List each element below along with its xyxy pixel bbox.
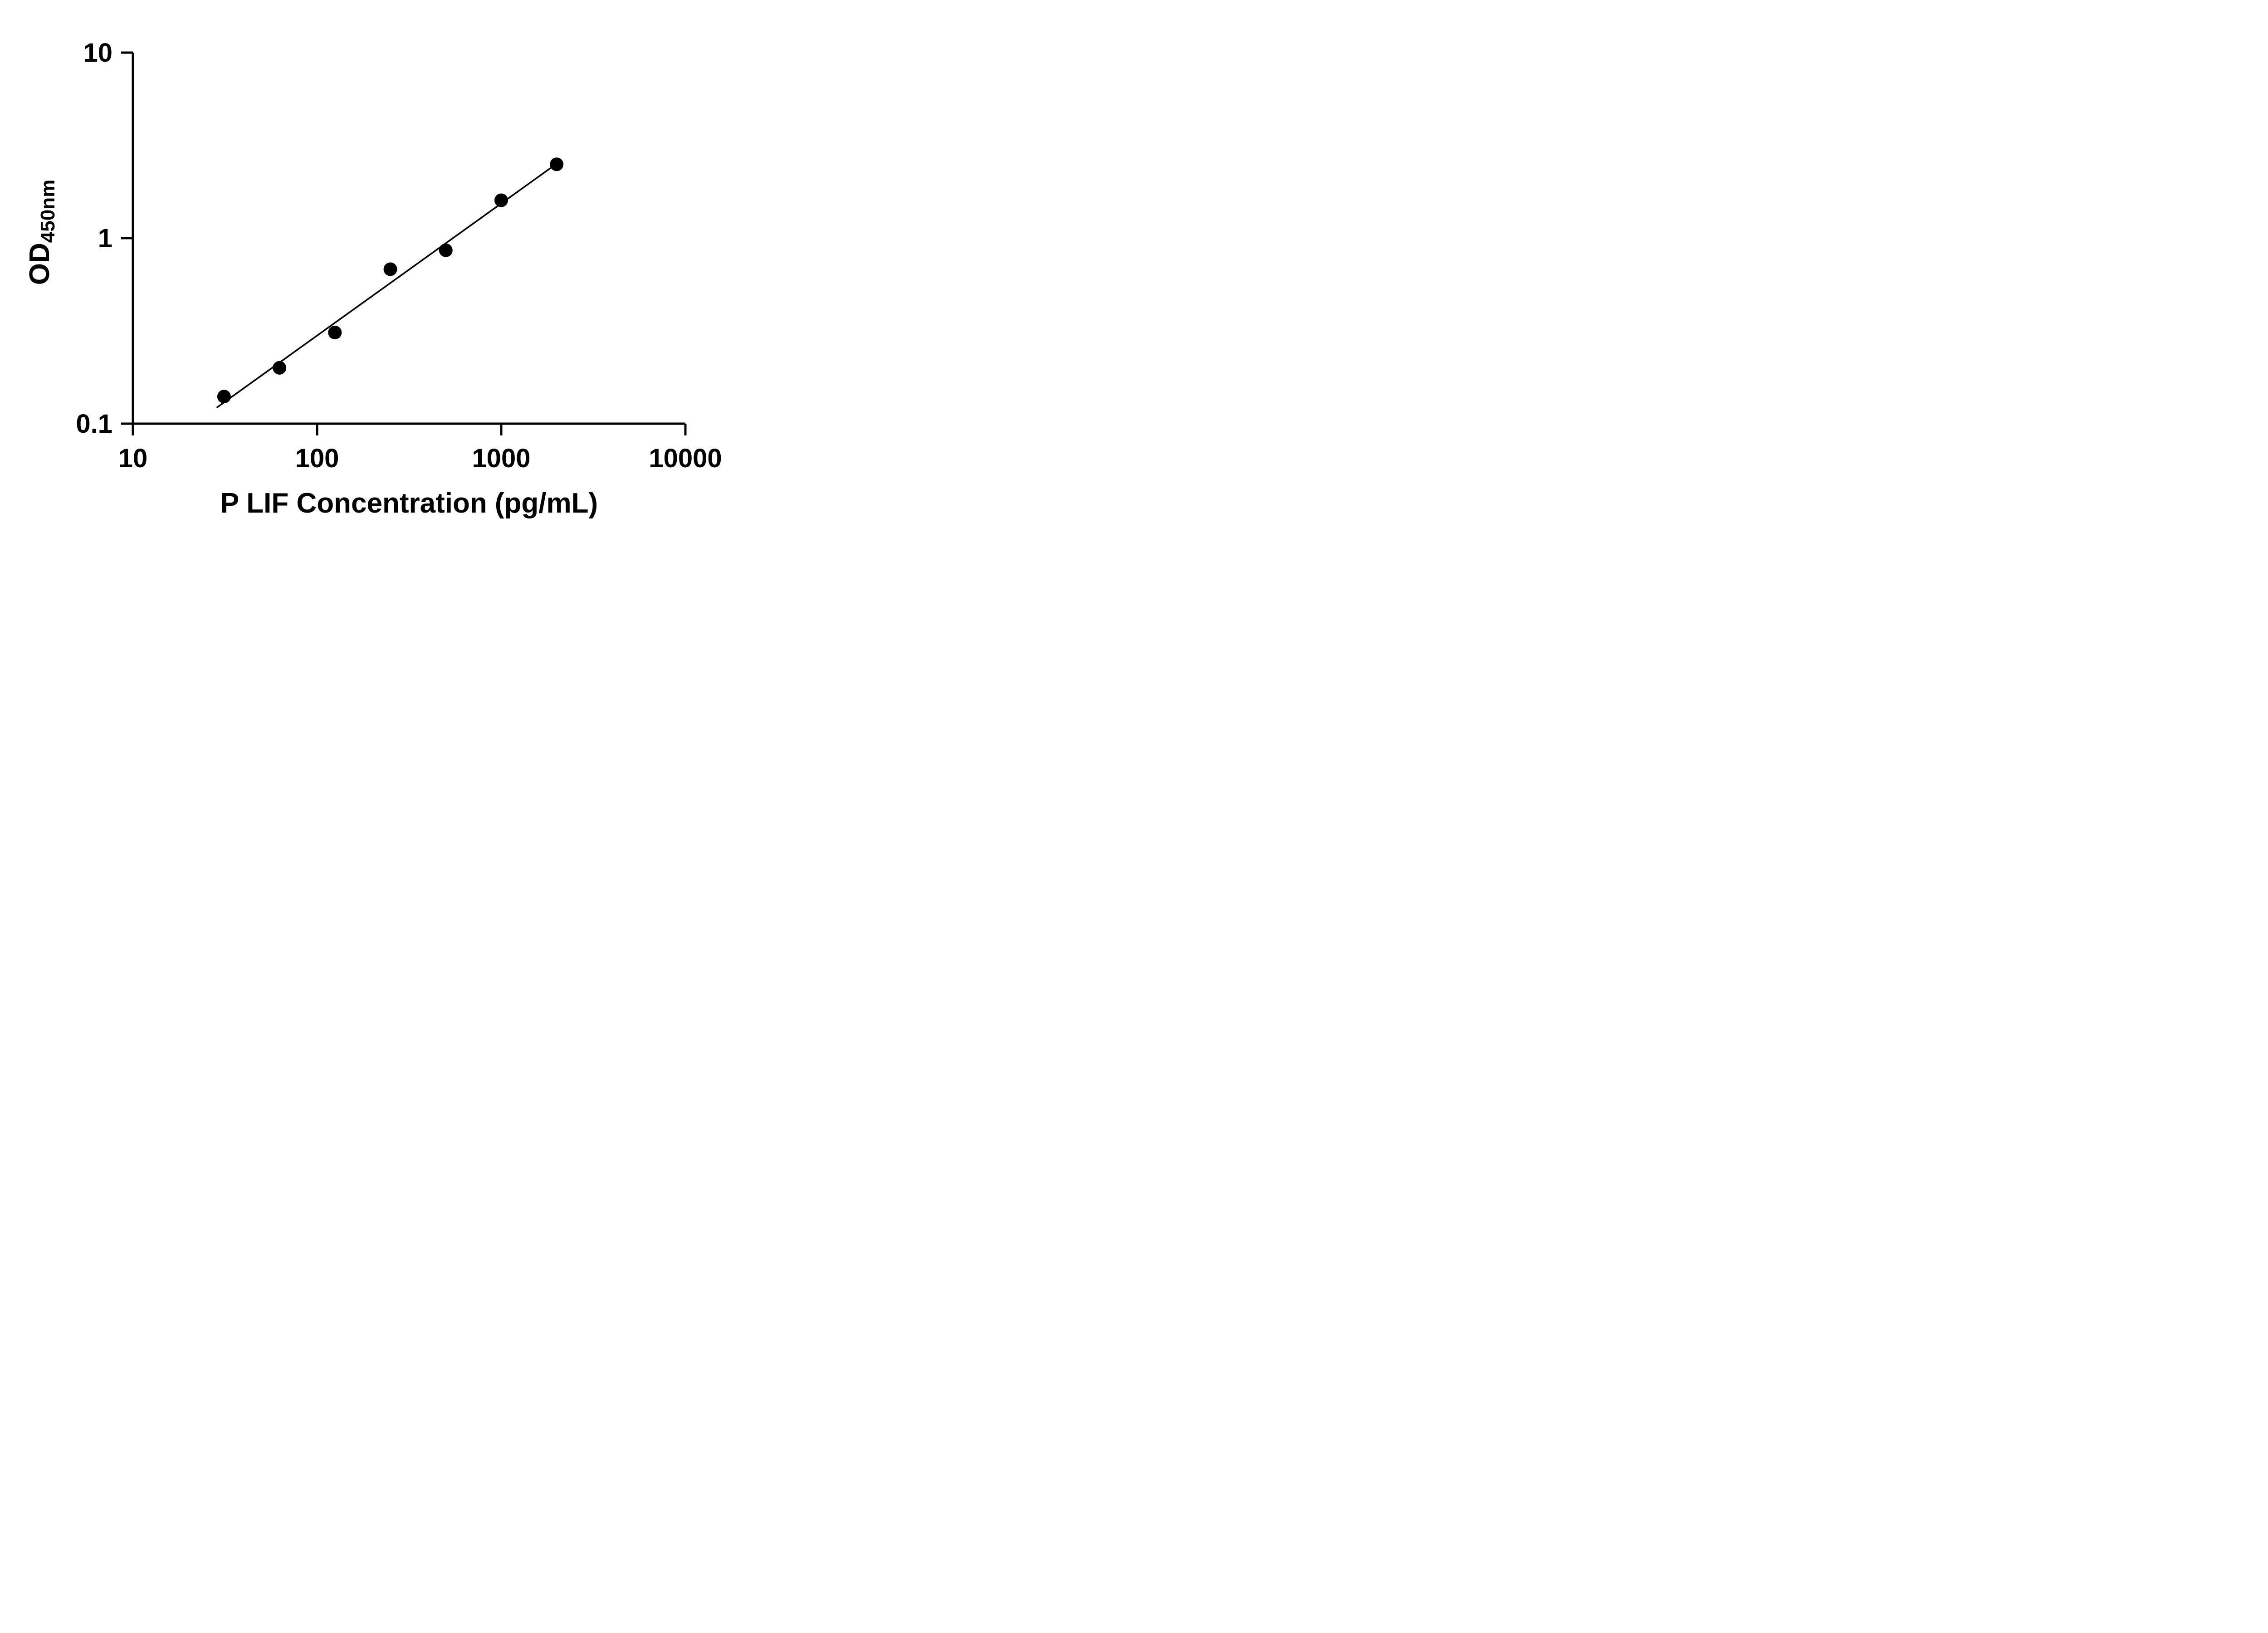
x-tick-label: 10 bbox=[118, 444, 148, 473]
elisa-standard-curve-figure: 10 100 1000 10000 0.1 1 10 P LIF Concentration… bbox=[0, 0, 761, 544]
y-tick-label: 1 bbox=[98, 224, 112, 253]
plot-area: 10 100 1000 10000 0.1 1 10 bbox=[76, 38, 722, 473]
data-point bbox=[494, 193, 508, 207]
data-point bbox=[439, 243, 453, 257]
x-tick-label: 1000 bbox=[472, 444, 530, 473]
axis-lines bbox=[132, 53, 685, 425]
x-axis-title: P LIF Concentration (pg/mL) bbox=[220, 488, 598, 519]
y-tick-label: 10 bbox=[83, 38, 112, 68]
y-tick-label: 0.1 bbox=[76, 409, 112, 439]
data-point bbox=[273, 361, 287, 375]
data-point bbox=[217, 390, 231, 404]
y-axis-title: OD450nm bbox=[24, 180, 59, 285]
data-point bbox=[383, 262, 397, 276]
y-axis-title-subscript: 450nm bbox=[37, 180, 59, 243]
data-point bbox=[328, 326, 342, 340]
chart-canvas: 10 100 1000 10000 0.1 1 10 P LIF Concentration… bbox=[24, 38, 722, 519]
y-axis-title-main: OD bbox=[24, 243, 55, 285]
x-tick-label: 10000 bbox=[649, 444, 722, 473]
x-tick-label: 100 bbox=[295, 444, 339, 473]
data-point bbox=[550, 157, 564, 171]
